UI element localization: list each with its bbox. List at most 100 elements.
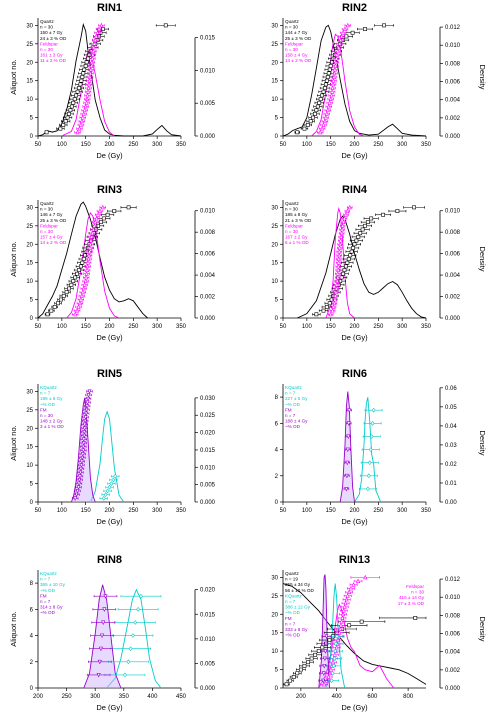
point-feldspar bbox=[92, 223, 97, 228]
legend-text: n = 30 bbox=[411, 590, 424, 595]
point-quartz bbox=[320, 93, 324, 98]
point-feldspar bbox=[86, 256, 91, 261]
point-quartz bbox=[288, 678, 293, 683]
point-feldspar bbox=[100, 204, 105, 210]
point-feldspar bbox=[91, 44, 96, 50]
point-quartz bbox=[63, 119, 68, 124]
y2-tick-label: 0.020 bbox=[200, 588, 216, 594]
x-tick-label: 150 bbox=[81, 508, 92, 514]
density-line-fm bbox=[70, 397, 96, 503]
y2-tick-label: 0.010 bbox=[200, 637, 216, 643]
y-tick-label: 5 bbox=[30, 116, 34, 122]
legend-text: n = 19 bbox=[285, 577, 298, 582]
y-tick-label: 25 bbox=[26, 408, 33, 414]
point-quartz bbox=[69, 104, 74, 109]
point-feldspar bbox=[86, 85, 91, 90]
y2-tick-label: 0.00 bbox=[445, 500, 457, 506]
point-fm bbox=[323, 641, 328, 647]
point-fm bbox=[78, 470, 83, 476]
point-quartz bbox=[360, 227, 365, 232]
density-line-fm bbox=[318, 574, 330, 689]
point-feldspar bbox=[356, 578, 361, 583]
point-quartz bbox=[313, 652, 318, 657]
point-feldspar bbox=[340, 30, 346, 35]
legend-text: ~% OD bbox=[40, 402, 56, 407]
density-line-kquartz bbox=[89, 410, 125, 503]
point-fm bbox=[84, 411, 89, 417]
chart-title: RIN1 bbox=[97, 2, 122, 14]
y-tick-label: 0 bbox=[275, 686, 279, 692]
x-tick-label: 50 bbox=[280, 142, 287, 148]
y-tick-label: 30 bbox=[26, 205, 33, 211]
legend-text: Feldspar bbox=[285, 41, 303, 46]
x-tick-label: 50 bbox=[280, 324, 287, 330]
y2-tick-label: 0.002 bbox=[445, 116, 461, 122]
legend-text: Quartz bbox=[285, 571, 299, 576]
point-fm bbox=[102, 607, 107, 612]
y-tick-label: 20 bbox=[26, 242, 33, 248]
point-quartz bbox=[61, 293, 66, 298]
point-fm bbox=[103, 594, 108, 599]
point-feldspar bbox=[337, 252, 342, 258]
point-feldspar bbox=[347, 204, 352, 210]
y2-tick-label: 0.000 bbox=[445, 134, 461, 140]
y-tick-label: 2 bbox=[275, 474, 279, 480]
legend-text: n = 7 bbox=[40, 599, 51, 604]
panel-rin5: RIN5 50 100 150 200 250 300 350 0 5 10 15 20 25 30 0.00… bbox=[9, 368, 216, 526]
point-quartz bbox=[65, 115, 70, 120]
point-feldspar bbox=[89, 63, 94, 68]
point-fm bbox=[323, 649, 328, 654]
point-fm bbox=[321, 671, 326, 676]
x-tick-label: 350 bbox=[421, 142, 432, 148]
point-quartz bbox=[81, 71, 86, 76]
x-tick-label: 450 bbox=[176, 694, 187, 700]
point-feldspar bbox=[77, 300, 83, 306]
point-quartz bbox=[348, 253, 353, 258]
point-kquartz bbox=[366, 473, 371, 479]
x-tick-label: 250 bbox=[128, 324, 139, 330]
point-feldspar bbox=[345, 593, 350, 598]
point-feldspar bbox=[348, 585, 353, 591]
chart-title: RIN8 bbox=[97, 554, 122, 566]
point-quartz bbox=[71, 279, 76, 284]
chart-title: RIN2 bbox=[342, 2, 367, 14]
y2-tick-label: 0.000 bbox=[200, 134, 216, 140]
y-tick-label: 5 bbox=[275, 668, 279, 674]
y2-tick-label: 0.000 bbox=[200, 316, 216, 322]
point-quartz bbox=[64, 290, 69, 295]
point-quartz bbox=[284, 682, 289, 687]
point-feldspar bbox=[76, 304, 81, 309]
point-feldspar bbox=[347, 589, 352, 595]
point-feldspar bbox=[90, 52, 95, 57]
x-tick-label: 50 bbox=[35, 508, 42, 514]
point-feldspar bbox=[330, 85, 335, 90]
y-tick-label: 6 bbox=[275, 421, 279, 427]
y2-tick-label: 0.05 bbox=[445, 405, 457, 411]
x-tick-label: 100 bbox=[57, 508, 68, 514]
point-feldspar bbox=[331, 74, 337, 79]
point-feldspar bbox=[330, 659, 336, 665]
point-quartz bbox=[58, 297, 63, 302]
panel-rin1: RIN1 50 100 150 200 250 300 350 0 5 10 15 20 25 30 0.00… bbox=[9, 2, 216, 160]
legend-text: 148 ± 2 Gy bbox=[40, 419, 63, 424]
y-tick-label: 0 bbox=[30, 686, 34, 692]
point-feldspar bbox=[92, 41, 97, 46]
point-kquartz bbox=[138, 593, 143, 599]
point-feldspar bbox=[88, 241, 93, 247]
point-quartz bbox=[363, 223, 367, 228]
x-tick-label: 250 bbox=[373, 324, 384, 330]
y2-axis-label: Density bbox=[478, 616, 487, 641]
legend-text: ~% OD bbox=[285, 402, 301, 407]
point-fm bbox=[80, 455, 85, 461]
point-feldspar bbox=[322, 681, 327, 687]
y-tick-label: 25 bbox=[271, 42, 278, 48]
point-fm bbox=[77, 477, 82, 483]
legend-text: 25 ± 3 % OD bbox=[285, 36, 312, 41]
point-quartz bbox=[163, 23, 168, 28]
point-feldspar bbox=[345, 22, 350, 28]
point-kquartz bbox=[107, 484, 112, 490]
point-feldspar bbox=[99, 22, 104, 28]
point-quartz bbox=[358, 231, 363, 236]
y2-tick-label: 0.008 bbox=[445, 230, 461, 236]
point-feldspar bbox=[84, 100, 89, 105]
